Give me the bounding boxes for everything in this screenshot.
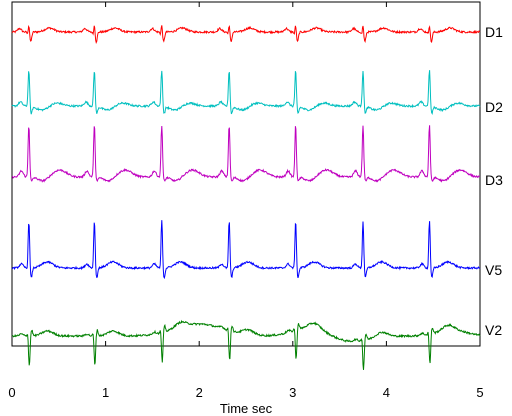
x-tick-label-0: 0 (8, 385, 15, 400)
x-tick-label-4: 4 (383, 385, 390, 400)
x-tick-label-2: 2 (196, 385, 203, 400)
trace-v5 (11, 220, 481, 280)
x-tick-label-1: 1 (102, 385, 109, 400)
plot-area-frame (11, 1, 481, 347)
lead-labels: D1 D2 D3 V5 V2 (485, 24, 503, 338)
traces (11, 24, 481, 370)
trace-d3 (11, 125, 481, 183)
x-axis-ticks: 0 1 2 3 4 5 (8, 2, 484, 400)
lead-label-v5: V5 (485, 262, 502, 278)
trace-d1 (11, 24, 481, 45)
x-tick-label-5: 5 (476, 385, 483, 400)
lead-label-d3: D3 (485, 172, 503, 188)
lead-label-d2: D2 (485, 99, 503, 115)
lead-label-v2: V2 (485, 322, 502, 338)
trace-d2 (11, 70, 481, 116)
x-tick-label-3: 3 (289, 385, 296, 400)
trace-v2 (11, 319, 481, 370)
lead-label-d1: D1 (485, 24, 503, 40)
x-axis-label: Time sec (220, 401, 273, 416)
